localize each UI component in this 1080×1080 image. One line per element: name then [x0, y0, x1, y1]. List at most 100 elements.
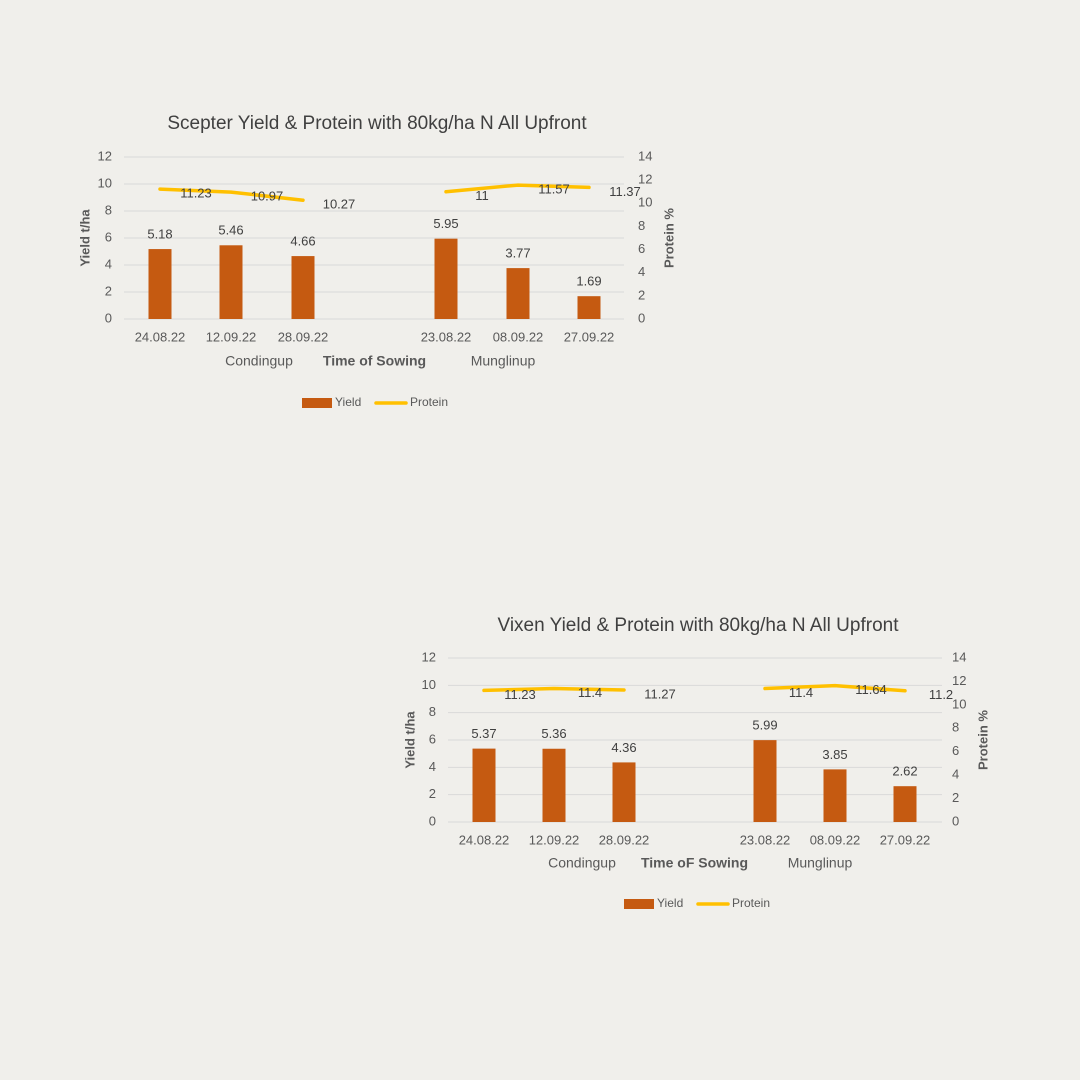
y2-tick-label: 6 — [638, 241, 645, 256]
protein-point — [229, 190, 233, 194]
y2-tick-label: 2 — [638, 287, 645, 302]
legend-yield-label: Yield — [335, 395, 361, 409]
group-label: Munglinup — [788, 855, 853, 871]
chart-2: Vixen Yield & Protein with 80kg/ha N All… — [402, 615, 990, 910]
y-tick-label: 2 — [105, 283, 112, 298]
yield-data-label: 5.46 — [218, 223, 243, 238]
protein-data-label: 11.37 — [609, 184, 641, 199]
chart-title: Vixen Yield & Protein with 80kg/ha N All… — [498, 615, 900, 636]
yield-data-label: 3.77 — [505, 246, 530, 261]
x-tick-label: 08.09.22 — [810, 832, 861, 847]
y-tick-label: 12 — [98, 148, 112, 163]
y-tick-label: 8 — [429, 704, 436, 719]
x-tick-label: 27.09.22 — [564, 329, 615, 344]
chart-title: Scepter Yield & Protein with 80kg/ha N A… — [167, 113, 587, 134]
protein-data-label: 11 — [475, 188, 489, 203]
y2-tick-label: 12 — [638, 172, 652, 187]
y-axis-label: Yield t/ha — [402, 711, 417, 769]
yield-bar — [434, 238, 458, 319]
yield-data-label: 2.62 — [892, 764, 917, 779]
chart-1: Scepter Yield & Protein with 80kg/ha N A… — [77, 113, 676, 409]
protein-point — [482, 688, 486, 692]
group-label: Condingup — [225, 353, 293, 369]
protein-point — [622, 688, 626, 692]
protein-data-label: 10.27 — [323, 197, 356, 212]
y2-tick-label: 14 — [952, 649, 966, 664]
yield-data-label: 1.69 — [576, 274, 601, 289]
y-tick-label: 8 — [105, 202, 112, 217]
protein-data-label: 11.27 — [644, 686, 676, 701]
y-tick-label: 10 — [98, 175, 112, 190]
protein-data-label: 11.64 — [855, 682, 887, 697]
y-tick-label: 10 — [422, 677, 436, 692]
x-tick-label: 12.09.22 — [529, 832, 580, 847]
y2-tick-label: 0 — [952, 813, 959, 828]
protein-point — [301, 198, 305, 202]
x-tick-label: 12.09.22 — [206, 329, 257, 344]
legend-yield-swatch — [624, 899, 654, 909]
x-axis-label: Time oF Sowing — [641, 855, 748, 871]
yield-data-label: 4.36 — [611, 740, 636, 755]
protein-data-label: 11.23 — [504, 687, 536, 702]
protein-data-label: 11.4 — [789, 685, 813, 700]
yield-data-label: 5.37 — [471, 726, 496, 741]
x-tick-label: 23.08.22 — [740, 832, 791, 847]
yield-data-label: 3.85 — [822, 747, 847, 762]
y2-tick-label: 6 — [952, 743, 959, 758]
x-tick-label: 28.09.22 — [599, 832, 650, 847]
yield-bar — [893, 786, 917, 822]
protein-data-label: 10.97 — [251, 188, 284, 203]
y2-tick-label: 4 — [638, 264, 645, 279]
protein-point — [763, 686, 767, 690]
y2-tick-label: 8 — [952, 720, 959, 735]
yield-bar — [612, 762, 636, 822]
x-tick-label: 28.09.22 — [278, 329, 329, 344]
x-tick-label: 24.08.22 — [459, 832, 510, 847]
protein-point — [516, 183, 520, 187]
y-tick-label: 4 — [429, 759, 436, 774]
protein-point — [833, 684, 837, 688]
group-label: Munglinup — [471, 353, 536, 369]
protein-point — [158, 187, 162, 191]
yield-bar — [577, 296, 601, 319]
protein-data-label: 11.4 — [578, 685, 602, 700]
x-axis-label: Time of Sowing — [323, 353, 426, 369]
y2-tick-label: 8 — [638, 218, 645, 233]
protein-data-label: 11.57 — [538, 182, 570, 197]
y-axis-label: Yield t/ha — [77, 209, 92, 267]
group-label: Condingup — [548, 855, 616, 871]
y2-axis-label: Protein % — [661, 208, 676, 268]
yield-bar — [219, 245, 243, 319]
yield-bar — [506, 268, 530, 319]
yield-bar — [148, 249, 172, 319]
yield-bar — [291, 256, 315, 319]
legend-protein-label: Protein — [732, 896, 770, 910]
y-tick-label: 0 — [429, 813, 436, 828]
legend-protein-label: Protein — [410, 395, 448, 409]
y-tick-label: 2 — [429, 786, 436, 801]
legend-yield-label: Yield — [657, 896, 683, 910]
y2-tick-label: 10 — [952, 696, 966, 711]
y-tick-label: 6 — [105, 229, 112, 244]
yield-data-label: 5.36 — [541, 726, 566, 741]
protein-point — [552, 686, 556, 690]
y2-tick-label: 14 — [638, 148, 652, 163]
legend-yield-swatch — [302, 398, 332, 408]
x-tick-label: 27.09.22 — [880, 832, 931, 847]
yield-data-label: 5.18 — [147, 227, 172, 242]
protein-point — [587, 185, 591, 189]
protein-point — [444, 190, 448, 194]
yield-bar — [472, 748, 496, 822]
protein-data-label: 11.2 — [929, 687, 953, 702]
yield-bar — [823, 769, 847, 822]
y-tick-label: 0 — [105, 310, 112, 325]
y2-axis-label: Protein % — [975, 710, 990, 770]
y2-tick-label: 0 — [638, 310, 645, 325]
x-tick-label: 08.09.22 — [493, 329, 544, 344]
y-tick-label: 6 — [429, 731, 436, 746]
y2-tick-label: 2 — [952, 790, 959, 805]
y2-tick-label: 4 — [952, 767, 959, 782]
legend: Yield Protein — [624, 896, 770, 910]
yield-data-label: 5.95 — [433, 216, 458, 231]
